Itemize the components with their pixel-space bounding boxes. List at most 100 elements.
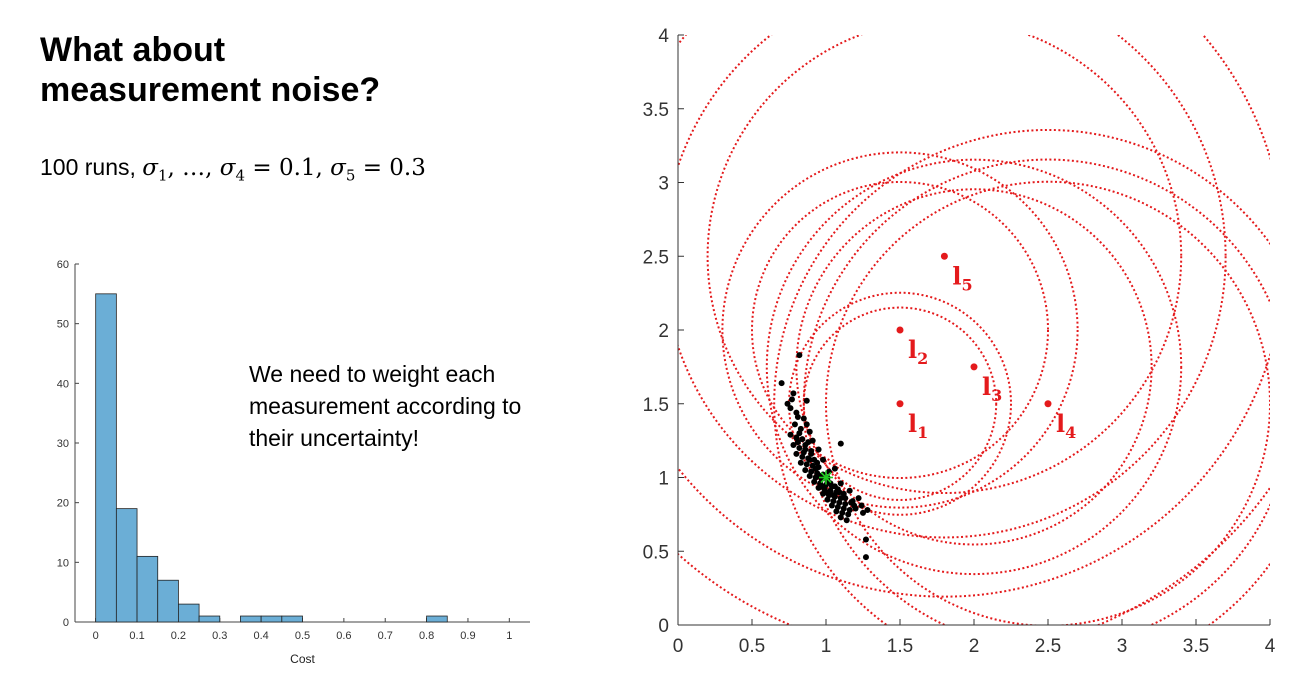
estimate-point (806, 428, 813, 435)
estimate-point (811, 478, 818, 485)
scatter-y-tick-label: 3 (658, 174, 669, 195)
estimate-point (833, 508, 840, 515)
range-circle (765, 158, 1183, 576)
range-circle (825, 180, 1270, 625)
subtitle-text: 100 runs, (40, 154, 143, 180)
estimate-point (796, 430, 803, 437)
range-circles (678, 35, 1270, 625)
landmark-label: l2 (908, 335, 928, 368)
estimate-point (806, 473, 813, 480)
note-text: We need to weight each measurement accor… (249, 358, 609, 454)
estimate-point (851, 502, 858, 509)
estimate-point (790, 390, 797, 397)
estimate-point (855, 495, 862, 502)
estimate-point (802, 467, 809, 474)
landmark-label: l3 (982, 372, 1002, 405)
slide-title: What about measurement noise? (40, 30, 560, 110)
subtitle-math: σ1, …, σ4 = 0.1, σ5 = 0.3 (142, 155, 426, 185)
hist-bar (426, 615, 448, 623)
estimate-point (800, 415, 807, 422)
note-line-1: We need to weight each (249, 361, 496, 387)
hist-y-tick-label: 40 (57, 378, 69, 390)
estimate-point (864, 506, 871, 513)
hist-y-tick-label: 50 (57, 319, 69, 331)
hist-bar (136, 555, 159, 623)
estimate-point (797, 459, 804, 466)
range-circle (795, 188, 1153, 546)
range-circle (751, 181, 1049, 479)
scatter-y-tick-label: 0.5 (643, 542, 669, 563)
estimate-point (860, 509, 866, 516)
landmark-label: l5 (952, 261, 972, 294)
estimate-point (808, 450, 815, 457)
scatter-x-tick-label: 4 (1265, 636, 1276, 657)
estimate-point (843, 517, 850, 524)
estimate-point (824, 496, 831, 503)
scatter-x-tick-label: 3 (1117, 636, 1128, 657)
scatter-y-tick-label: 4 (658, 26, 669, 47)
hist-bar (157, 579, 179, 623)
estimate-point (794, 439, 801, 446)
estimate-point (858, 502, 865, 509)
estimate-point (820, 456, 827, 463)
estimate-point (845, 511, 852, 518)
landmark-point (970, 363, 978, 371)
hist-x-tick-label: 0.9 (460, 630, 475, 642)
scatter-x-tick-label: 0.5 (739, 636, 765, 657)
estimate-point (809, 437, 816, 444)
estimate-point (837, 514, 844, 521)
scatter-x-tick-label: 0 (673, 636, 684, 657)
scatter-y-tick-label: 1.5 (643, 395, 669, 416)
hist-x-tick-label: 0.3 (212, 630, 227, 642)
hist-bar (260, 615, 283, 623)
hist-bar (95, 293, 117, 623)
estimate-point (793, 450, 800, 457)
estimate-point (803, 461, 810, 468)
hist-x-tick-label: 0.2 (171, 630, 186, 642)
histogram-chart: 0 10 20 30 40 50 60 0 0.1 0.2 0.3 0.4 0.5 0.6 0.7 0.8 0.… (57, 259, 530, 666)
hist-bar (281, 615, 303, 623)
slide-title-line2: measurement noise? (40, 71, 381, 109)
landmark-scatter-chart: 0 0.5 1 1.5 2 2.5 3 3.5 4 0 0.5 1 1.5 2 2.5 3 3.5 4 l1 l2 l3… (643, 26, 1276, 657)
estimate-point (846, 487, 853, 494)
estimate-point (778, 380, 785, 387)
true-pose-stroke (820, 471, 832, 484)
landmark-point (1044, 400, 1052, 408)
range-circle (706, 35, 1183, 494)
estimate-point (818, 483, 825, 490)
estimate-point (836, 489, 843, 496)
hist-bar (240, 615, 262, 623)
note-line-2: measurement according to (249, 393, 522, 419)
landmark-point (896, 326, 904, 334)
scatter-x-tick-label: 2 (969, 636, 980, 657)
scatter-y-tick-label: 2 (658, 321, 669, 342)
estimate-point (799, 436, 806, 443)
scatter-y-tick-label: 2.5 (643, 247, 669, 268)
estimate-point (791, 421, 798, 428)
landmark-label: l4 (1056, 409, 1076, 442)
estimate-point (842, 495, 849, 502)
range-circle (802, 158, 1270, 625)
hist-x-tick-label: 0.5 (295, 630, 310, 642)
scatter-x-tick-label: 3.5 (1183, 636, 1209, 657)
estimate-point (815, 446, 822, 453)
scatter-x-tick-label: 1 (821, 636, 832, 657)
estimate-point (823, 489, 829, 496)
hist-y-tick-label: 10 (57, 557, 69, 569)
estimate-point (800, 449, 807, 456)
estimate-point (794, 414, 801, 421)
range-circle (678, 35, 1227, 539)
estimate-point (830, 492, 837, 499)
estimate-point (812, 465, 819, 472)
hist-x-tick-label: 0.4 (253, 630, 268, 642)
hist-x-tick-label: 0 (93, 630, 99, 642)
estimate-point (831, 465, 838, 472)
estimate-point (862, 536, 869, 543)
estimate-point (828, 502, 835, 509)
hist-bar (178, 603, 200, 623)
note-line-3: their uncertainty! (249, 425, 420, 451)
landmark-point (940, 252, 948, 260)
estimate-point (788, 396, 795, 403)
hist-x-tick-label: 0.6 (336, 630, 351, 642)
